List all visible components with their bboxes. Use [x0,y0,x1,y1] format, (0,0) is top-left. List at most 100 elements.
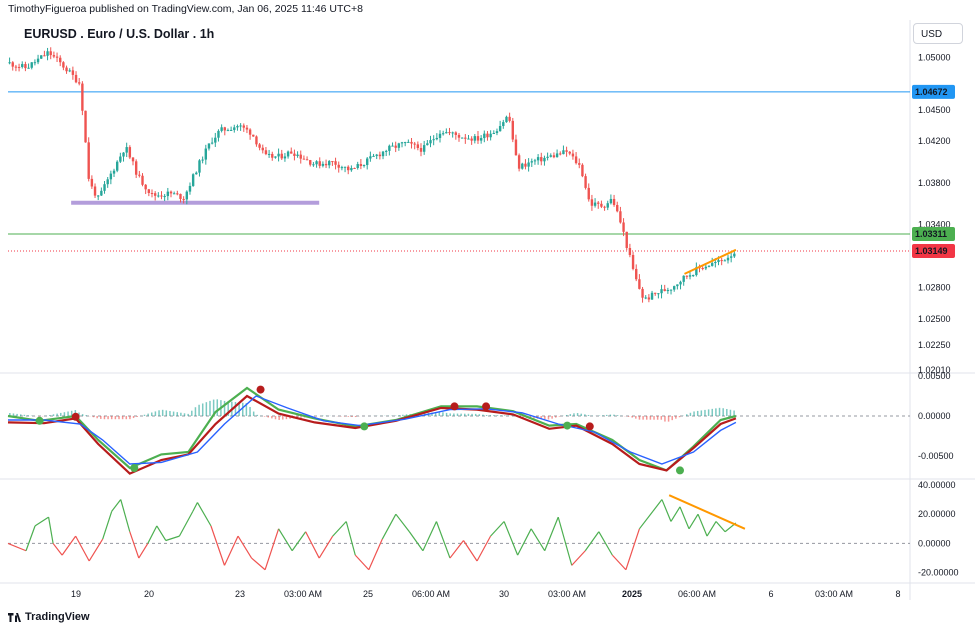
candle-body [378,154,382,157]
candle-body [691,275,695,277]
candle-body [733,253,736,257]
candle-body [666,289,670,292]
candle-body [163,196,166,198]
macd-axis-tick-label: 0.00500 [918,371,951,381]
candle-body [299,154,302,159]
candle-body [650,292,654,300]
rising-trendline[interactable] [684,248,737,275]
candle-body [147,189,151,194]
oscillator-segment [34,516,49,527]
candle-body [242,125,245,128]
candle-body [236,126,239,128]
candle-body [432,139,435,141]
candle-body [112,170,116,174]
candle-body [350,167,353,171]
candle-body [720,260,723,262]
oscillator-segment [251,557,266,571]
oscillator-segment [332,521,347,537]
macd-signal-dot [675,466,684,475]
candle-body [115,161,119,171]
oscillator-segment [517,528,532,556]
candle-body [274,156,277,158]
candle-body [245,127,249,130]
candle-body [214,137,217,143]
candle-body [55,56,59,58]
candle-body [280,153,283,159]
oscillator-segment [715,521,726,533]
candle-body [191,174,195,186]
candle-body [343,166,347,168]
price-label-text: 1.03149 [915,246,948,256]
candle-body [486,133,489,138]
oscillator-segment [264,528,280,570]
candle-body [549,155,552,157]
candle-body [438,133,442,138]
macd-signal-dot [482,402,491,411]
tradingview-logo-icon [8,612,21,622]
candle-body [568,151,571,154]
candle-body [17,66,21,68]
candle-body [261,147,264,151]
currency-button[interactable]: USD [913,23,963,44]
candle-body [726,257,730,261]
candle-body [160,195,163,197]
price-axis-tick-label: 1.02500 [918,314,951,324]
candle-body [489,133,492,138]
candle-body [258,144,261,148]
candle-body [609,198,613,204]
candle-body [40,55,43,59]
candle-body [644,297,647,299]
candle-body [290,151,293,154]
oscillator-segment [129,531,140,559]
candle-body [571,153,575,157]
candle-body [198,160,201,173]
candle-body [590,199,594,206]
candle-body [669,289,673,291]
candle-body [410,141,413,144]
candle-body [131,157,135,162]
candle-body [93,186,97,196]
candle-body [695,267,698,276]
candle-body [36,58,40,63]
candle-body [701,267,704,269]
macd-signal-dot [256,385,265,394]
candle-body [657,293,660,295]
oscillator-segment [278,528,293,552]
candle-body [233,127,236,130]
candle-body [150,193,154,195]
candle-body [169,191,173,194]
candle-body [255,136,258,145]
oscillator-segment [102,511,113,540]
oscillator-segment [688,513,699,530]
candle-body [119,156,122,162]
candle-body [239,125,242,127]
candle-body [394,145,397,148]
candle-body [331,161,334,163]
candle-body [660,289,663,294]
candle-body [714,261,717,264]
candle-body [65,67,68,72]
candle-body [375,154,378,156]
candle-body [476,136,480,141]
candle-body [106,179,109,185]
oscillator-segment [679,506,690,530]
candle-body [638,279,641,289]
candle-body [201,159,204,161]
candle-body [309,160,312,165]
candle-body [606,203,609,208]
oscillator-segment [638,510,654,530]
candle-body [305,159,309,161]
falling-trendline[interactable] [668,494,746,530]
time-axis-tick-label: 30 [499,589,509,599]
candle-body [460,137,464,139]
candle-body [559,153,562,155]
candle-body [59,57,62,63]
oscillator-segment [652,499,663,512]
oscillator-segment [345,521,356,556]
candle-body [204,148,208,160]
candle-body [176,193,179,195]
candle-body [527,162,530,167]
candle-body [8,62,11,64]
oscillator-segment [706,521,717,537]
